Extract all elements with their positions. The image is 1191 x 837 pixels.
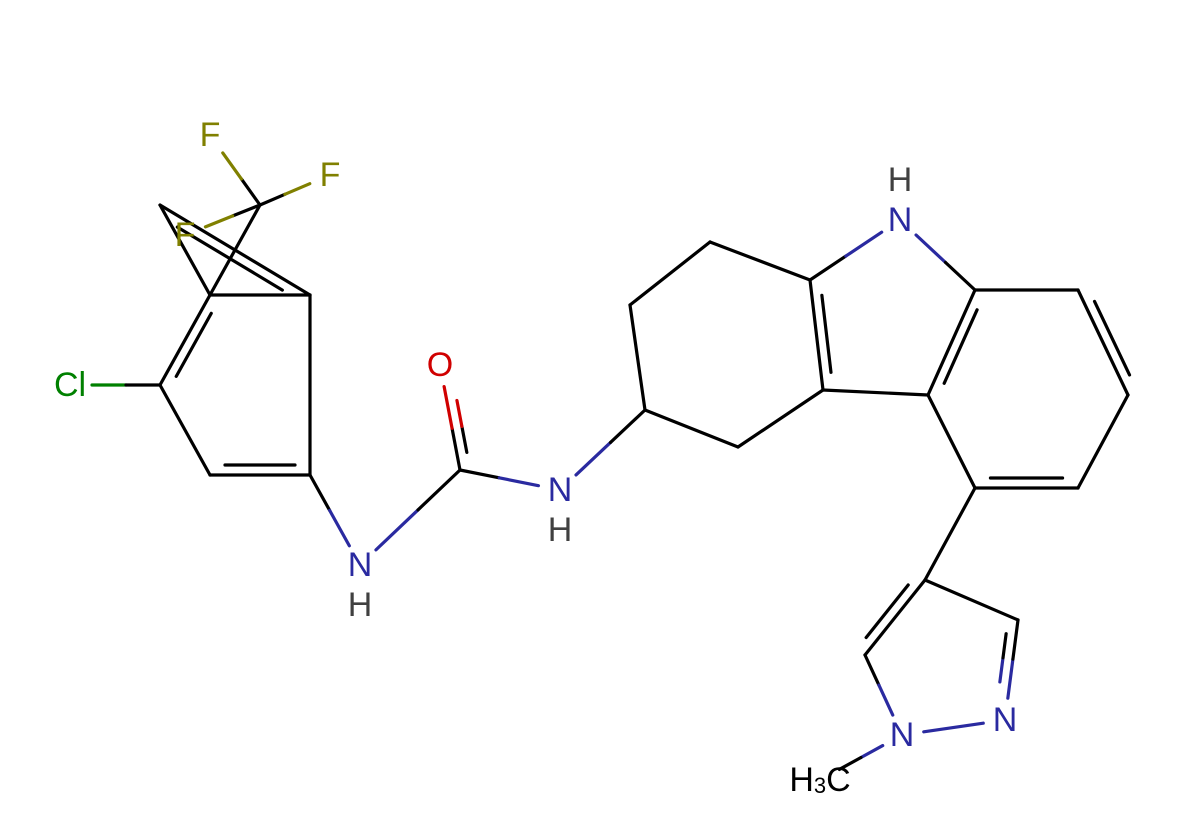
atom-label-n: N — [548, 471, 573, 509]
atom-label-n: N — [993, 701, 1018, 739]
atom-label-cl: Cl — [54, 366, 86, 404]
atom-label-n: N — [348, 546, 373, 584]
atom-label-f: F — [175, 216, 196, 254]
atom-label-o: O — [427, 346, 453, 384]
atom-label-c: H3C — [789, 761, 850, 799]
atom-label-f: F — [320, 156, 341, 194]
atom-label-n: N — [890, 716, 915, 754]
atom-label-h: H — [888, 161, 913, 199]
molecule-diagram: ClFFFNHONHNHNNH3C — [0, 0, 1191, 837]
atom-label-h: H — [348, 586, 373, 624]
atom-label-h: H — [548, 511, 573, 549]
atom-label-n: N — [888, 201, 913, 239]
atom-label-f: F — [200, 116, 221, 154]
